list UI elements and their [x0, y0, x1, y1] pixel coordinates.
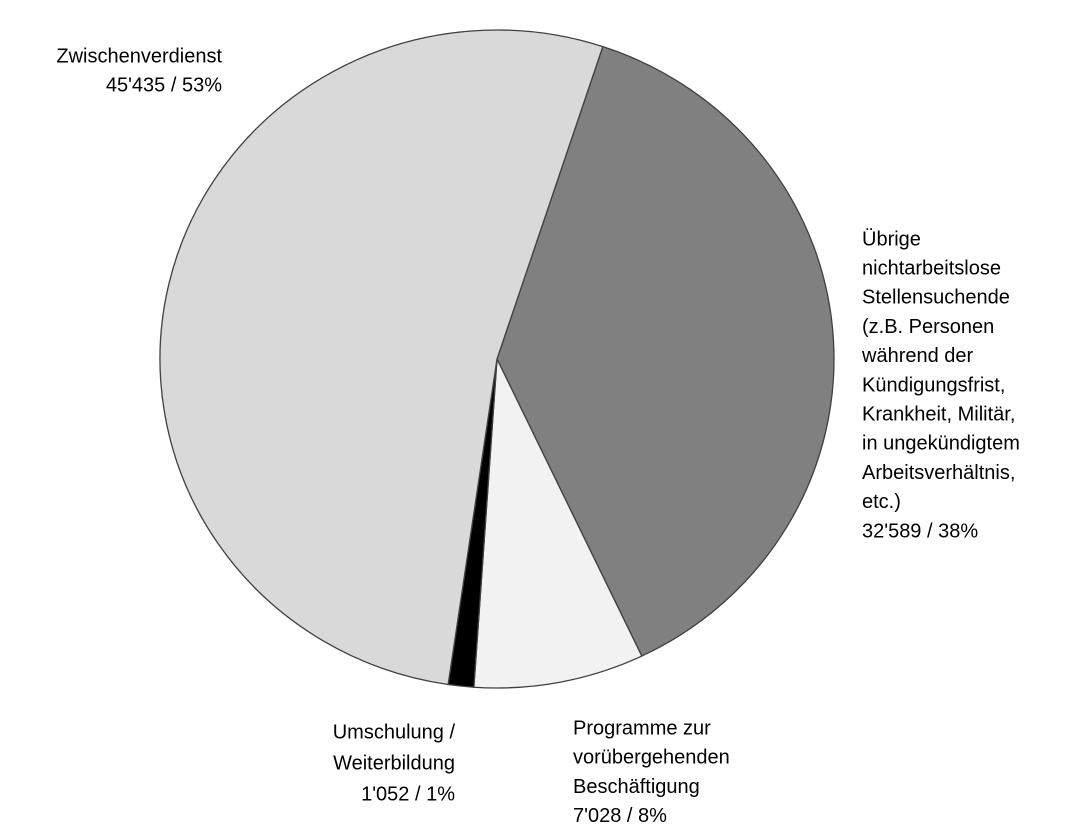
value-label: 32'589 / 38%: [862, 520, 978, 542]
pie-slice: [496, 45, 835, 657]
slice-label: Stellensuchende: [862, 287, 1010, 309]
pie-slice: [159, 29, 604, 686]
value-label: 45'435 / 53%: [106, 74, 222, 96]
slice-label: Programme zur: [573, 717, 711, 739]
slice-label: in ungekündigtem: [862, 433, 1020, 455]
slice-label: Beschäftigung: [573, 776, 700, 798]
value-label: 1'052 / 1%: [361, 783, 455, 805]
slice-label: Kündigungsfrist,: [862, 374, 1005, 396]
slice-label: Zwischenverdienst: [56, 45, 222, 67]
slice-label: Umschulung /: [333, 721, 456, 743]
pie-slice: [473, 356, 643, 689]
slice-label: Arbeitsverhältnis,: [862, 462, 1015, 484]
slice-label: Übrige: [862, 228, 921, 250]
slice-label: nichtarbeitslose: [862, 257, 1001, 279]
slice-label: Weiterbildung: [333, 752, 455, 774]
value-label: 7'028 / 8%: [573, 805, 667, 827]
slice-label: während der: [861, 345, 974, 367]
slice-label: vorübergehenden: [573, 747, 730, 769]
slice-label: Krankheit, Militär,: [862, 403, 1015, 425]
slice-label: (z.B. Personen: [862, 316, 994, 338]
slice-label: etc.): [862, 491, 901, 513]
